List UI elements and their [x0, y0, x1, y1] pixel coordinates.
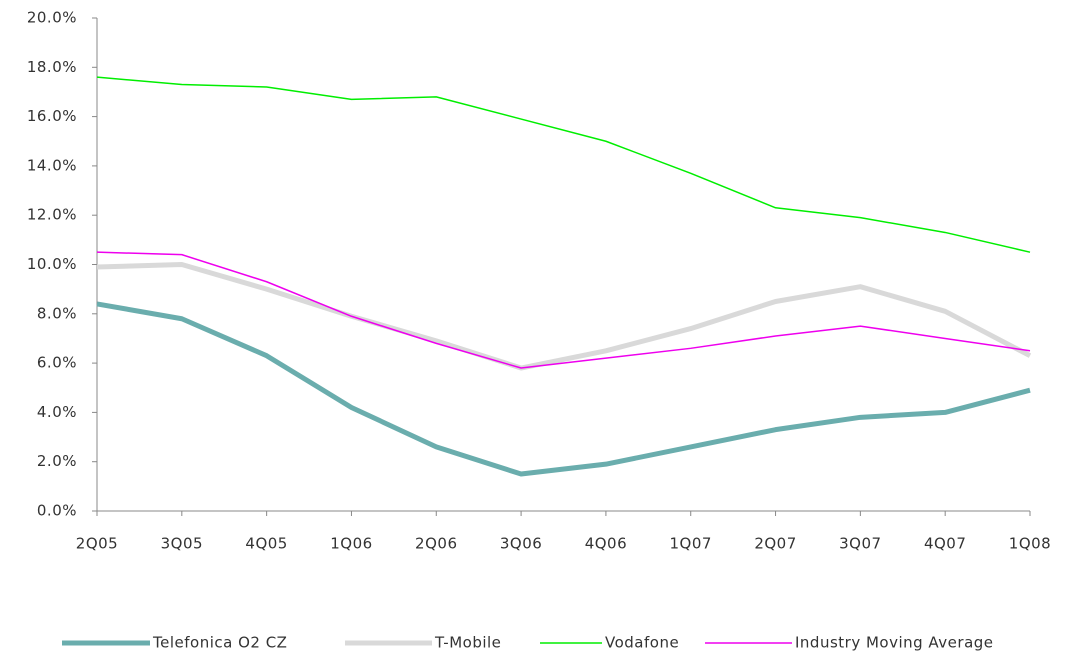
series-line	[96, 76, 1031, 253]
series-line	[96, 262, 1032, 371]
y-tick-label: 10.0%	[27, 255, 77, 273]
y-tick-label: 16.0%	[27, 107, 77, 125]
x-tick-label: 1Q06	[330, 535, 372, 553]
x-tick-label: 4Q07	[924, 535, 966, 553]
x-tick-label: 1Q07	[670, 535, 712, 553]
y-tick-label: 2.0%	[37, 452, 77, 470]
series-line	[96, 251, 1031, 369]
y-tick-label: 4.0%	[37, 403, 77, 421]
x-tick-label: 4Q05	[245, 535, 287, 553]
x-tick-label: 3Q06	[500, 535, 542, 553]
x-tick-label: 3Q07	[839, 535, 881, 553]
y-tick-label: 6.0%	[37, 354, 77, 372]
y-tick-label: 18.0%	[27, 58, 77, 76]
x-tick-label: 2Q07	[754, 535, 796, 553]
x-tick-label: 2Q05	[76, 535, 118, 553]
y-tick-label: 14.0%	[27, 156, 77, 174]
legend-label: Vodafone	[605, 634, 679, 652]
x-tick-label: 4Q06	[585, 535, 627, 553]
series-line	[96, 301, 1031, 477]
y-tick-label: 0.0%	[37, 502, 77, 520]
legend-label: Telefonica O2 CZ	[152, 634, 287, 652]
x-tick-label: 3Q05	[161, 535, 203, 553]
x-tick-label: 1Q08	[1009, 535, 1051, 553]
legend-label: Industry Moving Average	[795, 634, 994, 652]
y-tick-label: 20.0%	[27, 9, 77, 27]
y-tick-label: 12.0%	[27, 206, 77, 224]
y-tick-label: 8.0%	[37, 304, 77, 322]
legend-label: T-Mobile	[434, 634, 501, 652]
x-tick-label: 2Q06	[415, 535, 457, 553]
